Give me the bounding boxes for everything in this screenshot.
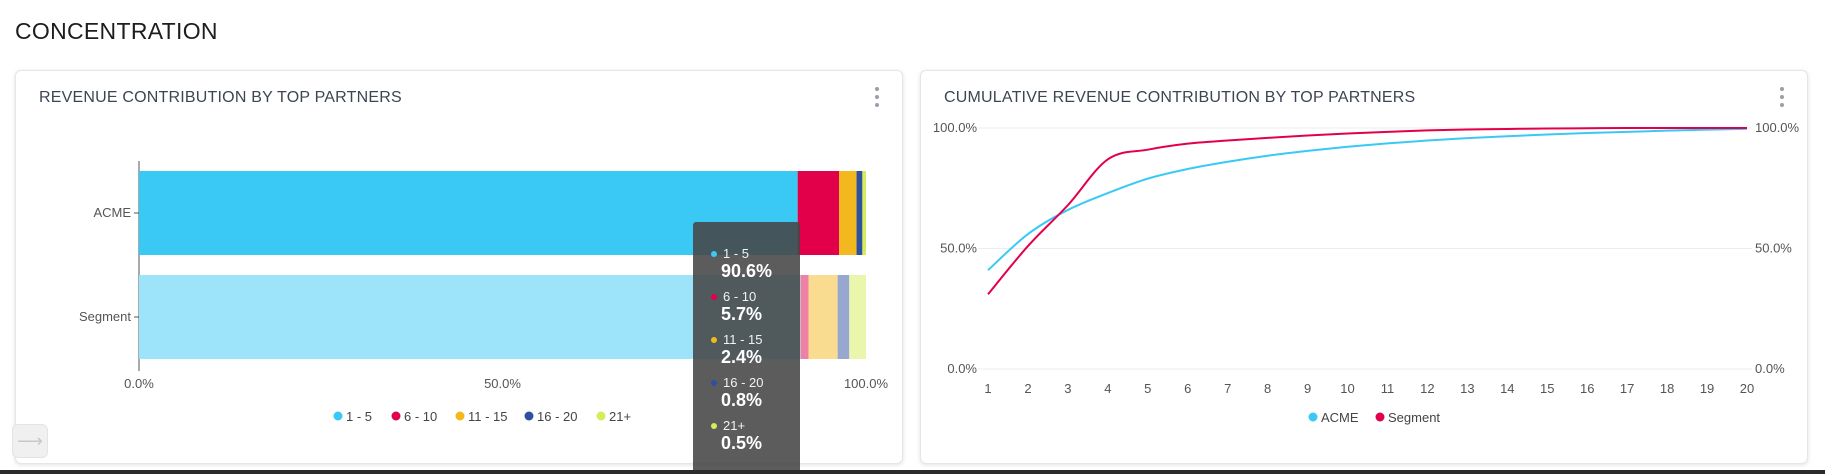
tooltip-value: 0.8% xyxy=(721,390,763,410)
tooltip-label-text: 11 - 15 xyxy=(723,332,763,347)
legend-label: 16 - 20 xyxy=(537,409,577,424)
tooltip-value: 0.5% xyxy=(721,433,763,453)
x-tick-label: 13 xyxy=(1460,381,1474,396)
legend-label: 1 - 5 xyxy=(346,409,372,424)
tooltip-dot-icon xyxy=(711,250,717,257)
tooltip-value: 5.7% xyxy=(721,304,763,324)
card-title: CUMULATIVE REVENUE CONTRIBUTION BY TOP P… xyxy=(944,89,1416,106)
tooltip-item: 6 - 10 5.7% xyxy=(711,289,800,324)
x-tick-label: 2 xyxy=(1024,381,1031,396)
x-tick-label: 1 xyxy=(984,381,991,396)
series-line xyxy=(987,126,1747,295)
x-tick-label: 100.0% xyxy=(844,376,889,391)
tooltip-item: 1 - 5 90.6% xyxy=(711,246,800,281)
line-chart: 0.0% 0.0%50.0% 50.0%100.0% 100.0%1 2 3 4 5 6 7 8 9 1… xyxy=(933,120,1800,425)
x-tick-label: 17 xyxy=(1620,381,1634,396)
tooltip-label-text: 21+ xyxy=(723,418,746,433)
tooltip-label: 6 - 10 xyxy=(711,289,800,304)
legend-label: Segment xyxy=(1388,410,1440,425)
legend-marker xyxy=(333,411,343,421)
x-tick-label: 4 xyxy=(1104,381,1111,396)
series-line xyxy=(987,127,1748,271)
more-options-icon[interactable] xyxy=(874,87,880,107)
x-tick-label: 14 xyxy=(1500,381,1514,396)
bar-chart: ACME Segment 0.0% 50.0% 100.0% 1 - 5 6 - 10 11 … xyxy=(79,161,889,424)
tooltip-value: 2.4% xyxy=(721,347,763,367)
tooltip-label: 21+ xyxy=(711,418,800,433)
x-tick-label: 7 xyxy=(1224,381,1231,396)
bar-segment xyxy=(849,275,866,359)
bar-segment xyxy=(839,171,857,255)
tooltip-item: 16 - 20 0.8% xyxy=(711,375,800,410)
x-tick-label: 6 xyxy=(1184,381,1191,396)
legend-marker xyxy=(524,411,534,421)
legend-marker xyxy=(455,411,465,421)
y-tick-label-left: 0.0% xyxy=(947,361,977,376)
x-tick-label: 11 xyxy=(1381,381,1395,396)
x-tick-label: 12 xyxy=(1420,381,1434,396)
y-tick-label-right: 100.0% xyxy=(1755,120,1800,135)
category-label: ACME xyxy=(93,205,131,220)
bar-segment xyxy=(856,171,863,255)
more-options-icon[interactable] xyxy=(1779,87,1785,107)
bar-segment xyxy=(139,171,798,255)
bar-tooltip: 1 - 5 90.6% 6 - 10 5.7% 11 - 15 2.4% 16 - 20 0.… xyxy=(693,222,800,474)
cumulative-revenue-card: CUMULATIVE REVENUE CONTRIBUTION BY TOP P… xyxy=(920,70,1808,464)
x-tick-label: 50.0% xyxy=(484,376,521,391)
card-title: REVENUE CONTRIBUTION BY TOP PARTNERS xyxy=(39,89,402,106)
bar-segment xyxy=(800,275,809,359)
tooltip-label: 11 - 15 xyxy=(711,332,800,347)
legend-marker xyxy=(391,411,401,421)
tooltip-item: 21+ 0.5% xyxy=(711,418,800,453)
tooltip-label: 1 - 5 xyxy=(711,246,800,261)
y-tick-label-right: 0.0% xyxy=(1755,361,1785,376)
bottom-bar xyxy=(0,470,1825,474)
x-tick-label: 8 xyxy=(1264,381,1271,396)
tooltip-label-text: 6 - 10 xyxy=(723,289,757,304)
page-title: CONCENTRATION xyxy=(15,18,218,44)
tooltip-item: 11 - 15 2.4% xyxy=(711,332,800,367)
legend-label: ACME xyxy=(1321,410,1359,425)
tooltip-dot-icon xyxy=(711,293,717,300)
legend-label: 11 - 15 xyxy=(468,409,508,424)
legend-label: 6 - 10 xyxy=(404,409,437,424)
tooltip-dot-icon xyxy=(711,336,717,343)
y-tick-label-left: 50.0% xyxy=(940,241,977,256)
scroll-arrow-icon[interactable]: ⟶ xyxy=(12,424,48,458)
x-tick-label: 5 xyxy=(1144,381,1151,396)
x-tick-label: 15 xyxy=(1540,381,1554,396)
tooltip-dot-icon xyxy=(711,379,717,386)
tooltip-dot-icon xyxy=(711,422,717,429)
legend-marker xyxy=(1308,412,1318,422)
bar-segment xyxy=(797,171,840,255)
x-tick-label: 19 xyxy=(1700,381,1714,396)
tooltip-label-text: 1 - 5 xyxy=(723,246,750,261)
x-tick-label: 20 xyxy=(1740,381,1754,396)
x-tick-label: 0.0% xyxy=(124,376,154,391)
x-tick-label: 10 xyxy=(1340,381,1354,396)
legend-label: 21+ xyxy=(609,409,631,424)
tooltip-label-text: 16 - 20 xyxy=(723,375,764,390)
legend-marker xyxy=(1375,412,1385,422)
tooltip-value: 90.6% xyxy=(721,261,773,281)
y-tick-label-right: 50.0% xyxy=(1755,241,1792,256)
tooltip-label: 16 - 20 xyxy=(711,375,800,390)
bar-segment xyxy=(862,171,866,255)
bar-segment xyxy=(808,275,838,359)
x-tick-label: 16 xyxy=(1580,381,1594,396)
x-tick-label: 3 xyxy=(1064,381,1071,396)
category-label: Segment xyxy=(79,309,131,324)
legend-marker xyxy=(596,411,606,421)
bar-segment xyxy=(139,275,801,359)
y-tick-label-left: 100.0% xyxy=(933,120,978,135)
x-tick-label: 18 xyxy=(1660,381,1674,396)
bar-segment xyxy=(837,275,850,359)
x-tick-label: 9 xyxy=(1304,381,1311,396)
